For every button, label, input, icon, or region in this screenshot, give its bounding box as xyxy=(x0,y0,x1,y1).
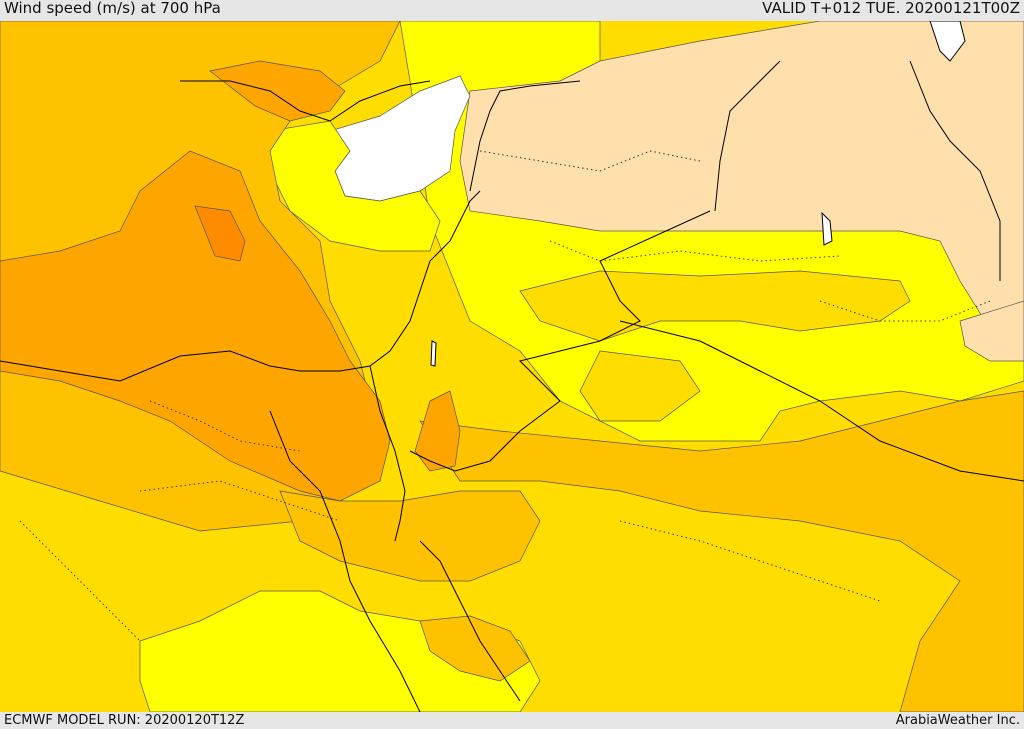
wind-zone-yellow-west xyxy=(269,120,441,252)
dead-sea xyxy=(430,340,437,367)
wind-zone-tan xyxy=(459,21,1024,322)
map-title: Wind speed (m/s) at 700 hPa xyxy=(4,0,221,17)
wind-zone-orange-west xyxy=(0,150,391,502)
map-panel[interactable] xyxy=(0,21,1024,712)
wind-zone-orange-levant xyxy=(414,390,461,472)
wind-zone-orange-north xyxy=(209,60,346,122)
credit-label: ArabiaWeather Inc. xyxy=(895,713,1020,728)
model-run-label: ECMWF MODEL RUN: 20200120T12Z xyxy=(4,713,245,728)
wind-zone-dark-orange xyxy=(194,205,246,262)
borders xyxy=(0,60,1024,712)
wind-zone-amber-south xyxy=(279,490,541,582)
wind-zone-amber-east xyxy=(419,390,1024,712)
lake-van xyxy=(929,21,966,62)
urmia-lake xyxy=(821,211,833,246)
valid-time: VALID T+012 TUE. 20200121T00Z xyxy=(762,0,1020,17)
wind-speed-map[interactable] xyxy=(0,21,1024,712)
wind-zone-tan-2 xyxy=(959,300,1024,362)
wind-zone-gold-2 xyxy=(579,350,701,422)
wind-zone-amber-pocket xyxy=(419,615,531,682)
header-bar: Wind speed (m/s) at 700 hPa VALID T+012 … xyxy=(0,0,1024,21)
footer-bar: ECMWF MODEL RUN: 20200120T12Z ArabiaWeat… xyxy=(0,712,1024,729)
internal-boundaries xyxy=(19,150,991,642)
